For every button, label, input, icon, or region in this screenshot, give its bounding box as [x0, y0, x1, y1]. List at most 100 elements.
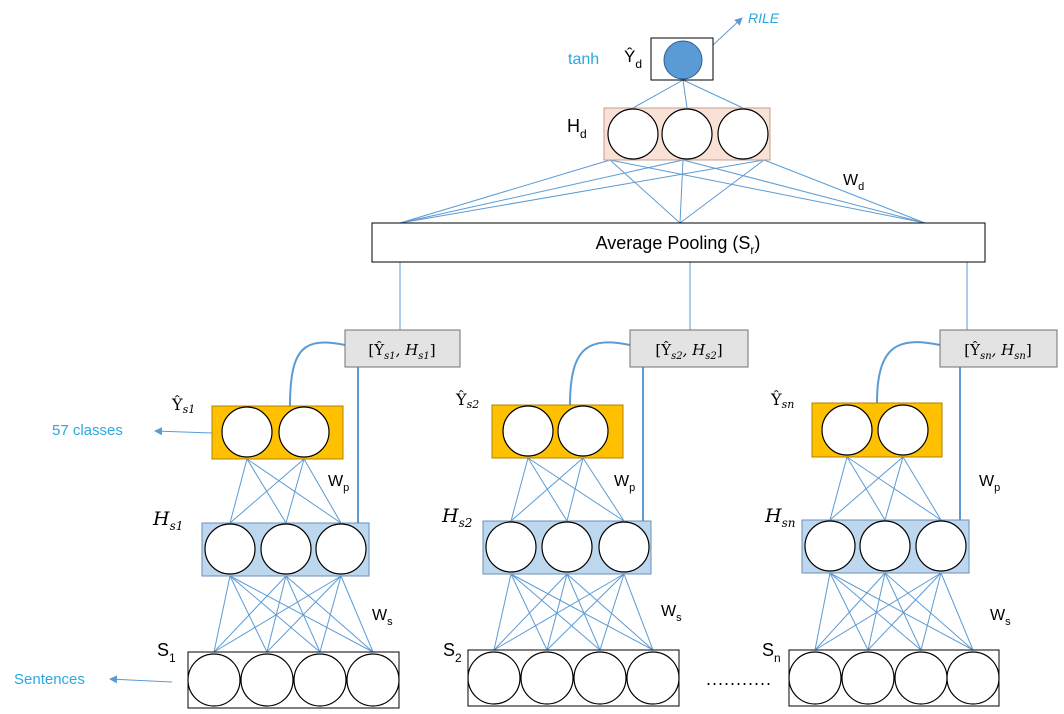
pred-concat-curve — [289, 341, 346, 407]
ellipsis-label: ........... — [706, 669, 772, 689]
prediction-label: Ŷs2 — [455, 389, 479, 411]
word-node — [894, 651, 948, 705]
sentences-label: Sentences — [14, 671, 85, 688]
prediction-label: Ŷsn — [770, 389, 794, 411]
hidden-pred-edge — [884, 456, 904, 521]
word-hidden-edge — [814, 572, 886, 651]
word-hidden-edge — [229, 575, 268, 653]
sentences-arrow — [109, 675, 173, 684]
classes-arrow — [154, 427, 213, 436]
hidden-pred-edge — [510, 457, 529, 522]
sentence-hidden-node — [541, 521, 593, 573]
concat-box — [939, 329, 1058, 368]
hidden-pred-edge — [246, 458, 342, 524]
word-hidden-edge — [340, 575, 374, 653]
word-node — [626, 651, 680, 705]
prediction-node — [278, 406, 330, 458]
word-hidden-edge — [867, 572, 886, 651]
sentence-hidden-node — [804, 520, 856, 572]
sentence-label: S1 — [157, 640, 176, 665]
word-hidden-edge — [623, 573, 654, 651]
word-hidden-edge — [920, 572, 942, 651]
concat-box — [344, 329, 461, 368]
prediction-label: Ŷs1 — [171, 394, 195, 416]
word-hidden-edge — [884, 572, 922, 651]
average-pooling-box — [371, 222, 986, 263]
word-hidden-edge — [285, 575, 374, 653]
concat-label: [Ŷsn, Hsn] — [964, 341, 1031, 362]
pooling-to-hidden-edge — [399, 159, 765, 224]
connection-edges — [109, 17, 974, 684]
word-hidden-edge — [229, 575, 374, 653]
word-node — [240, 653, 294, 707]
sentence-hidden-node — [260, 523, 312, 575]
sentence-branch-n: [Ŷsn, Hsn] Ŷsn Hsn Wp Ws Sn — [762, 329, 1058, 707]
concat-label: [Ŷs2, Hs2] — [655, 341, 722, 362]
rile-arrow — [712, 17, 743, 46]
word-node — [187, 653, 241, 707]
word-node — [788, 651, 842, 705]
hidden-pred-edge — [829, 456, 848, 521]
output-edge — [632, 79, 684, 109]
word-hidden-edge — [829, 572, 922, 651]
word-node — [520, 651, 574, 705]
pred-concat-curve — [876, 341, 941, 404]
word-hidden-edge — [546, 573, 625, 651]
document-hidden-label: Hd — [567, 116, 587, 141]
output-node — [663, 40, 703, 80]
document-weight-label: Wd — [843, 172, 864, 193]
hidden-pred-edge — [902, 456, 942, 521]
output-edge — [682, 79, 744, 109]
sentence-hidden-node — [598, 521, 650, 573]
word-hidden-edge — [829, 572, 869, 651]
document-output-layer: tanh Ŷd RILE — [568, 10, 780, 81]
word-hidden-edge — [566, 573, 601, 651]
word-hidden-edge — [829, 572, 974, 651]
pooling-to-hidden-edge — [399, 159, 684, 224]
sentence-branch-1: [Ŷs1, Hs1] Ŷs1 Hs1 Wp Ws S1 — [152, 329, 461, 709]
word-hidden-edge — [493, 573, 625, 651]
sentence-label: Sn — [762, 640, 781, 665]
concat-label: [Ŷs1, Hs1] — [368, 341, 435, 362]
pooling-to-hidden-edge — [679, 159, 765, 224]
word-hidden-edge — [285, 575, 321, 653]
hidden-pred-edge — [229, 458, 305, 524]
sentence-hidden-label: Hs1 — [152, 508, 183, 533]
hidden-pred-edge — [303, 458, 342, 524]
word-hidden-edge — [510, 573, 654, 651]
word-hidden-edge — [213, 575, 231, 653]
word-hidden-edge — [867, 572, 942, 651]
document-hidden-layer: Hd Wd — [567, 107, 864, 193]
word-node — [293, 653, 347, 707]
pooling-to-hidden-edge — [609, 159, 926, 224]
ws-label: Ws — [372, 607, 393, 628]
hidden-pred-edge — [229, 458, 248, 524]
sentence-branch-2: [Ŷs2, Hs2] Ŷs2 Hs2 Wp Ws S2 — [441, 329, 749, 707]
document-hidden-node — [607, 108, 659, 160]
wp-label: Wp — [328, 473, 349, 494]
word-hidden-edge — [493, 573, 512, 651]
wp-label: Wp — [614, 473, 635, 494]
word-hidden-edge — [493, 573, 568, 651]
document-hidden-node — [661, 108, 713, 160]
sentence-hidden-node — [485, 521, 537, 573]
hidden-pred-edge — [527, 457, 625, 522]
average-pooling-label: Average Pooling (Sr) — [596, 233, 761, 257]
output-label: Ŷd — [624, 47, 642, 71]
word-hidden-edge — [510, 573, 548, 651]
sentence-hidden-label: Hsn — [764, 505, 795, 530]
word-hidden-edge — [319, 575, 342, 653]
word-node — [573, 651, 627, 705]
hidden-pred-edge — [566, 457, 584, 522]
word-node — [467, 651, 521, 705]
target-label: RILE — [748, 10, 780, 26]
sentence-label: S2 — [443, 640, 462, 665]
prediction-node — [502, 405, 554, 457]
word-hidden-edge — [814, 572, 831, 651]
prediction-node — [877, 404, 929, 456]
sentence-hidden-node — [859, 520, 911, 572]
ws-label: Ws — [661, 603, 682, 624]
word-hidden-edge — [213, 575, 342, 653]
